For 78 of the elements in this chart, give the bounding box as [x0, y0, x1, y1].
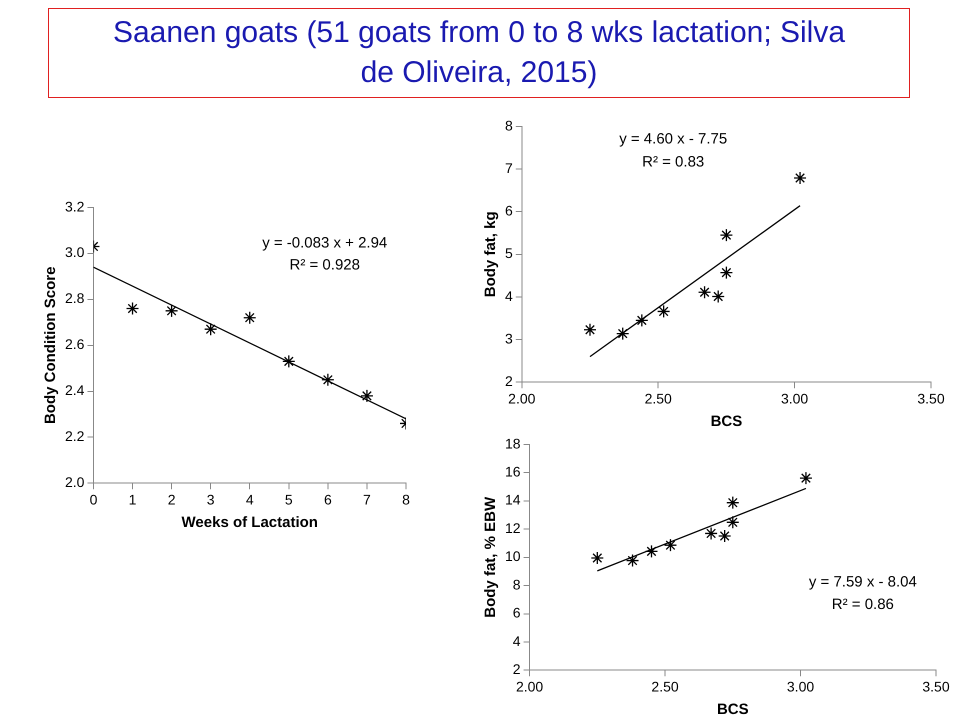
y-tick-label: 2.6: [64, 336, 85, 352]
x-tick-label: 5: [284, 491, 293, 508]
point: [720, 266, 734, 280]
annotation: R² = 0.83: [642, 153, 704, 170]
x-tick-label: 3.50: [917, 390, 945, 406]
y-axis-title: Body fat, % EBW: [482, 496, 500, 618]
point: [583, 323, 597, 336]
text: Saanen goats (51 goats from 0 to 8 wks lactation; Silva de Oliveira, 2015): [48, 8, 910, 98]
y-tick-label: 10: [504, 548, 521, 564]
y-tick-label: 14: [504, 492, 521, 508]
y-tick-label: 12: [504, 520, 521, 536]
y-tick-label: 7: [504, 160, 513, 176]
point: [704, 526, 718, 540]
y-axis-title: Body Condition Score: [42, 266, 60, 424]
y-tick-label: 2.2: [64, 428, 85, 444]
point: [664, 538, 678, 552]
point: [360, 389, 374, 403]
annotation: R² = 0.86: [832, 596, 894, 613]
x-tick-label: 3: [206, 491, 215, 508]
y-tick-label: 2.4: [64, 382, 85, 398]
point: [282, 354, 296, 368]
point: [626, 554, 640, 568]
x-tick-label: 0: [90, 491, 98, 508]
point: [164, 304, 178, 318]
point: [644, 544, 658, 558]
y-tick-label: 3: [504, 330, 513, 346]
point: [726, 516, 740, 529]
annotation: y = -0.083 x + 2.94: [262, 234, 388, 252]
annotation: R² = 0.928: [290, 256, 360, 274]
y-tick-label: 2.0: [64, 474, 85, 490]
y-tick-label: 5: [504, 245, 513, 262]
x-tick-label: 2.50: [651, 678, 679, 694]
x-axis-title: BCS: [710, 413, 742, 430]
annotation: y = 7.59 x - 8.04: [808, 573, 917, 590]
y-tick-label: 2: [512, 661, 521, 678]
x-tick-label: 2.00: [508, 390, 536, 406]
point: [204, 322, 218, 336]
y-tick-label: 6: [512, 604, 521, 621]
y-tick-label: 4: [512, 632, 521, 649]
point: [243, 311, 256, 324]
y-tick-label: 8: [504, 117, 513, 134]
point: [590, 551, 604, 565]
y-tick-label: 6: [504, 202, 513, 219]
y-tick-label: 2.8: [64, 290, 85, 306]
point: [126, 302, 140, 316]
y-tick-label: 3.2: [64, 198, 85, 214]
point: [799, 471, 813, 485]
y-tick-label: 16: [504, 463, 521, 480]
point: [720, 228, 734, 242]
y-tick-label: 8: [512, 576, 521, 592]
point: [635, 314, 648, 328]
x-tick-label: 1: [128, 491, 137, 508]
x-tick-label: 8: [402, 491, 410, 508]
point: [726, 496, 740, 510]
point: [698, 286, 712, 299]
point: [616, 326, 630, 340]
y-tick-label: 2: [504, 373, 513, 390]
x-tick-label: 3.50: [922, 678, 950, 694]
point: [712, 290, 725, 304]
x-tick-label: 3.00: [780, 390, 808, 406]
x-tick-label: 2.00: [516, 678, 544, 694]
x-axis-title: BCS: [716, 701, 749, 718]
x-axis-title: Weeks of Lactation: [182, 514, 318, 532]
y-tick-label: 3.0: [64, 244, 85, 260]
y-tick-label: 4: [504, 288, 513, 304]
annotation: y = 4.60 x - 7.75: [619, 130, 728, 148]
y-axis-title: Body fat, kg: [482, 211, 500, 298]
x-tick-label: 2: [168, 491, 176, 508]
y-tick-label: 18: [504, 435, 521, 452]
x-tick-label: 3.00: [786, 678, 814, 694]
x-tick-label: 2.50: [644, 390, 672, 406]
point: [656, 304, 670, 318]
point: [793, 171, 807, 185]
x-tick-label: 7: [363, 491, 372, 508]
x-tick-label: 4: [246, 491, 254, 508]
point: [718, 529, 732, 543]
point: [321, 373, 335, 386]
x-tick-label: 6: [324, 491, 332, 508]
